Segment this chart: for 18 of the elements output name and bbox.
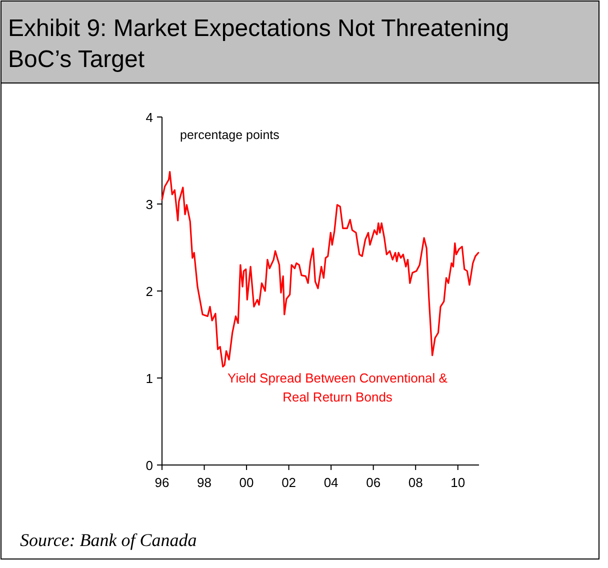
- line-series: [161, 171, 480, 368]
- x-tick-label: 08: [408, 475, 423, 490]
- x-tick-label: 10: [450, 475, 466, 490]
- source-note: Source: Bank of Canada: [20, 530, 197, 550]
- x-tick-label: 98: [197, 475, 212, 490]
- y-tick-label: 0: [146, 458, 153, 473]
- x-tick-label: 00: [239, 475, 254, 490]
- series-label: Yield Spread Between Conventional & Real Return Bonds: [228, 370, 448, 404]
- y-tick-label: 2: [146, 284, 153, 299]
- x-tick-label: 04: [324, 475, 338, 490]
- y-tick-label: 3: [146, 197, 153, 212]
- y-axis-title: percentage points: [180, 128, 280, 142]
- x-tick-label: 96: [154, 475, 170, 490]
- chart-title: Exhibit 9: Market Expectations Not Threatening BoC’s Target: [8, 15, 510, 73]
- y-tick-label: 1: [146, 371, 153, 386]
- y-tick-label: 4: [146, 110, 153, 125]
- x-tick-label: 02: [282, 475, 296, 490]
- x-tick-label: 06: [366, 475, 381, 490]
